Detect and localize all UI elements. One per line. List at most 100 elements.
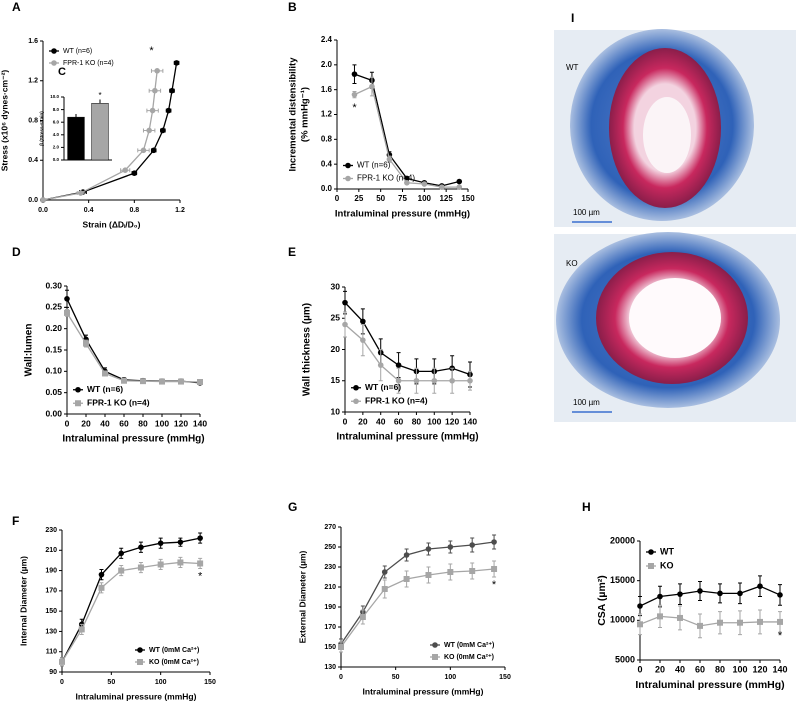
x-tick-label: 50: [392, 674, 400, 681]
panel-letter: C: [58, 66, 66, 78]
y-tick-label: 230: [45, 527, 57, 534]
x-tick-label: 0: [343, 416, 348, 426]
y-tick-label: 15000: [610, 575, 635, 585]
marker: [146, 127, 152, 134]
x-tick-label: 50: [107, 679, 115, 686]
marker: [197, 379, 203, 385]
marker: [431, 377, 438, 384]
y-tick-label: 0.00: [45, 408, 62, 418]
x-tick-label: 0: [60, 679, 64, 686]
series-line: [639, 585, 781, 607]
legend-marker: [75, 400, 81, 407]
y-axis-label: Internal Diameter (µm): [18, 556, 28, 646]
annotation: *: [149, 45, 154, 57]
marker: [140, 147, 147, 154]
legend-label: FPR-1 KO (n=4): [365, 396, 428, 406]
panel-letter: A: [12, 0, 21, 14]
x-tick-label: 75: [398, 194, 407, 203]
y-axis-label: Wall:lumen: [24, 324, 35, 377]
marker: [425, 546, 432, 552]
marker: [421, 181, 428, 187]
annotation: *: [98, 91, 101, 100]
marker: [377, 362, 384, 368]
x-tick-label: 120: [445, 416, 459, 426]
marker: [121, 377, 127, 384]
y-tick-label: 1.6: [321, 85, 333, 94]
series-line: [344, 302, 471, 376]
marker: [717, 590, 723, 597]
y-tick-label: 5000: [615, 654, 635, 664]
marker: [469, 568, 476, 574]
y-tick-label: 8.0: [53, 107, 60, 112]
y-tick-label: 1.2: [28, 78, 38, 85]
chart-panel: A 0.0 0.4 0.8 1.2 1.6 0.0 0.4 0.8 1.2 Strain (ΔDᵢ/…: [0, 0, 185, 229]
x-axis-label: Strain (ΔDᵢ/D₀): [83, 219, 141, 229]
x-tick-label: 140: [463, 416, 477, 426]
annotation: *: [352, 102, 357, 114]
panel-letter: G: [288, 500, 297, 514]
legend-label: WT: [660, 546, 674, 556]
chart-panel: G 130 150 170 190 210 230 250 270 0 50 100 150 Intral…: [288, 500, 511, 696]
y-tick-label: 190: [324, 604, 336, 611]
series-line: [66, 312, 201, 383]
x-tick-label: 0: [339, 674, 343, 681]
legend-marker: [51, 60, 57, 66]
x-tick-label: 140: [772, 664, 787, 674]
scale-bar-label: 100 µm: [573, 398, 600, 407]
y-tick-label: 210: [45, 547, 57, 554]
marker: [439, 184, 445, 190]
panel-letter: H: [582, 500, 591, 514]
marker: [159, 378, 165, 385]
legend-label: FPR-1 KO (n=4): [63, 60, 114, 67]
marker: [78, 626, 85, 633]
legend-marker: [648, 549, 654, 555]
legend-label: KO (0mM Ca²⁺): [444, 654, 494, 661]
x-tick-label: 100: [155, 418, 169, 428]
y-tick-label: 0.4: [321, 159, 333, 168]
tissue-lumen: [643, 97, 691, 173]
marker: [447, 569, 454, 575]
y-tick-label: 0.20: [45, 323, 62, 333]
marker: [395, 377, 402, 384]
chart-panel: F 90 110 130 150 170 190 210 230 0 50 100 150 Intralu…: [12, 514, 216, 701]
legend-marker: [432, 642, 438, 648]
marker: [40, 197, 46, 203]
legend-label: FPR-1 KO (n=4): [87, 398, 150, 408]
legend-label: WT (n=6): [63, 48, 92, 55]
marker: [160, 127, 166, 134]
y-tick-label: 1.6: [28, 38, 38, 45]
marker: [404, 179, 410, 186]
marker: [138, 544, 144, 551]
y-tick-label: 20: [331, 344, 341, 354]
y-tick-label: 0.8: [321, 134, 333, 143]
annotation: *: [778, 630, 783, 642]
marker: [757, 583, 763, 590]
x-tick-label: 60: [695, 664, 705, 674]
y-axis-label: Incremental distensibility: [288, 57, 299, 172]
marker: [491, 566, 498, 572]
marker: [118, 567, 125, 574]
series-line: [344, 324, 470, 382]
marker: [165, 107, 172, 114]
x-tick-label: 150: [461, 194, 475, 203]
legend-marker: [51, 48, 57, 54]
marker: [77, 190, 84, 196]
marker: [697, 622, 703, 629]
marker: [140, 378, 146, 385]
series-line: [42, 62, 178, 201]
marker: [149, 107, 156, 114]
marker: [677, 591, 683, 597]
y-tick-label: 0.0: [321, 184, 333, 193]
x-tick-label: 125: [439, 194, 453, 203]
x-tick-label: 80: [138, 418, 148, 428]
marker: [131, 170, 138, 176]
x-tick-label: 120: [752, 664, 767, 674]
x-tick-label: 100: [732, 664, 747, 674]
x-tick-label: 120: [174, 418, 188, 428]
panel-letter: D: [12, 245, 21, 259]
marker: [197, 560, 204, 567]
y-axis-label: (% mmHg⁻¹): [300, 87, 311, 142]
marker: [59, 658, 65, 665]
y-tick-label: 150: [45, 608, 57, 615]
